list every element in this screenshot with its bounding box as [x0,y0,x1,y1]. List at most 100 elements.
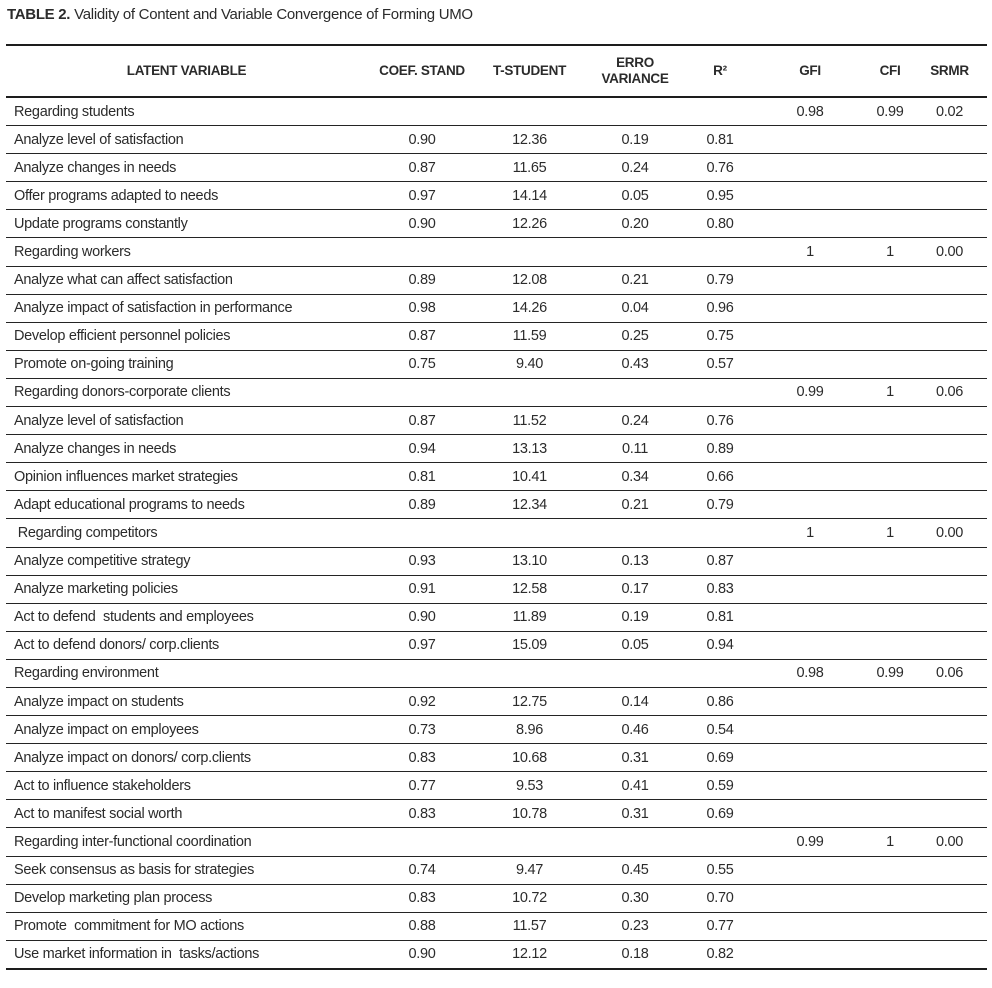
latent-variable-cell: Analyze level of satisfaction [6,406,367,436]
coef-cell: 0.97 [367,181,477,211]
coef-cell: 0.87 [367,153,477,183]
srmr-cell [912,490,987,520]
t-cell [477,659,582,688]
r2-cell: 0.79 [688,266,752,295]
gfi-cell: 0.99 [752,378,868,408]
r2-cell: 0.77 [688,912,752,941]
erro-cell [582,659,688,688]
erro-cell: 0.31 [582,743,688,773]
item-row: Act to defend students and employees 0.90… [6,603,987,632]
t-cell [477,827,582,857]
item-row: Promote on-going training 0.75 9.40 0.43 0.5… [6,350,987,379]
gfi-cell [752,153,868,183]
srmr-cell [912,322,987,351]
cfi-cell [868,322,912,351]
erro-cell: 0.14 [582,687,688,717]
cfi-cell [868,125,912,155]
r2-cell: 0.75 [688,322,752,351]
latent-variable-cell: Offer programs adapted to needs [6,181,367,211]
t-cell [477,237,582,267]
cfi-cell [868,884,912,913]
erro-cell: 0.20 [582,209,688,239]
latent-variable-cell: Analyze impact on employees [6,715,367,745]
section-row: Regarding competitors 1 1 0.00 [6,518,987,548]
gfi-cell [752,266,868,295]
gfi-cell [752,322,868,351]
cfi-cell [868,743,912,773]
coef-cell: 0.94 [367,434,477,464]
r2-cell: 0.70 [688,884,752,913]
item-row: Develop efficient personnel policies 0.87… [6,322,987,351]
srmr-cell [912,884,987,913]
item-row: Opinion influences market strategies 0.81… [6,462,987,492]
srmr-cell [912,181,987,211]
gfi-cell [752,350,868,379]
column-header-t: T-STUDENT [477,45,582,98]
item-row: Act to defend donors/ corp.clients 0.97 15… [6,631,987,660]
cfi-cell [868,490,912,520]
item-row: Promote commitment for MO actions 0.88 11.… [6,912,987,941]
cfi-cell [868,350,912,379]
gfi-cell [752,715,868,745]
srmr-cell: 0.02 [912,97,987,127]
item-row: Act to influence stakeholders 0.77 9.53 0.4… [6,771,987,801]
table-caption-text: Validity of Content and Variable Converg… [74,6,473,23]
cfi-cell: 1 [868,378,912,408]
coef-cell [367,97,477,127]
coef-cell [367,827,477,857]
erro-cell: 0.19 [582,125,688,155]
gfi-cell [752,490,868,520]
latent-variable-cell: Regarding inter-functional coordination [6,827,367,857]
cfi-cell [868,209,912,239]
section-row: Regarding workers 1 1 0.00 [6,237,987,267]
item-row: Analyze impact on donors/ corp.clients 0.… [6,743,987,773]
r2-cell: 0.76 [688,153,752,183]
r2-cell: 0.81 [688,125,752,155]
r2-cell: 0.66 [688,462,752,492]
coef-cell [367,659,477,688]
item-row: Analyze changes in needs 0.87 11.65 0.24 0.7… [6,153,987,183]
coef-cell: 0.91 [367,575,477,604]
r2-cell [688,659,752,688]
cfi-cell [868,912,912,941]
item-row: Adapt educational programs to needs 0.89 1… [6,490,987,520]
latent-variable-cell: Opinion influences market strategies [6,462,367,492]
srmr-cell [912,350,987,379]
cfi-cell [868,687,912,717]
coef-cell: 0.89 [367,490,477,520]
erro-cell: 0.46 [582,715,688,745]
erro-cell [582,518,688,548]
section-row: Regarding donors-corporate clients 0.99 1 0… [6,378,987,408]
coef-cell: 0.74 [367,856,477,885]
t-cell: 9.40 [477,350,582,379]
item-row: Analyze level of satisfaction 0.87 11.52 0.… [6,406,987,436]
t-cell: 11.59 [477,322,582,351]
coef-cell: 0.89 [367,266,477,295]
cfi-cell: 1 [868,827,912,857]
cfi-cell [868,856,912,885]
cfi-cell [868,153,912,183]
coef-cell [367,378,477,408]
erro-cell: 0.11 [582,434,688,464]
column-header-label: LATENT VARIABLE [6,45,367,98]
erro-cell [582,97,688,127]
column-header-gfi: GFI [752,45,868,98]
gfi-cell [752,434,868,464]
latent-variable-cell: Act to defend students and employees [6,603,367,632]
t-cell: 14.26 [477,294,582,323]
t-cell: 10.78 [477,799,582,829]
srmr-cell [912,266,987,295]
erro-cell: 0.23 [582,912,688,941]
erro-cell: 0.41 [582,771,688,801]
cfi-cell [868,434,912,464]
erro-cell: 0.21 [582,266,688,295]
srmr-cell [912,771,987,801]
t-cell: 12.26 [477,209,582,239]
t-cell: 15.09 [477,631,582,660]
coef-cell [367,237,477,267]
r2-cell: 0.79 [688,490,752,520]
column-header-coef: COEF. STAND [367,45,477,98]
gfi-cell: 1 [752,237,868,267]
gfi-cell [752,125,868,155]
item-row: Use market information in tasks/actions 0… [6,940,987,969]
